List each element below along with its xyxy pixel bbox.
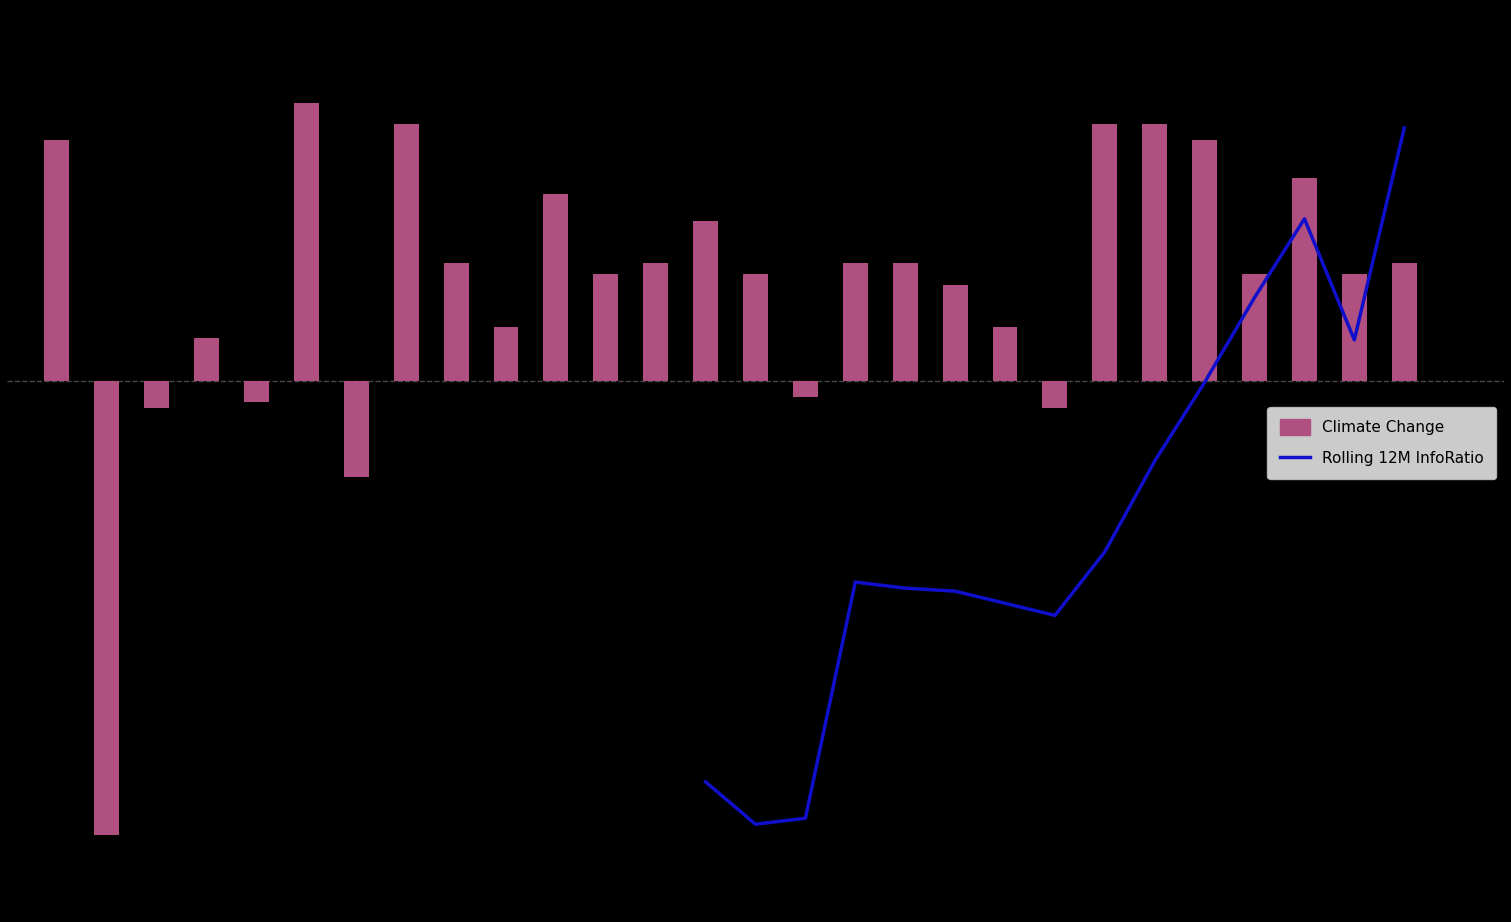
Bar xyxy=(644,264,668,381)
Bar xyxy=(295,103,319,381)
Bar xyxy=(94,381,119,835)
Bar xyxy=(1192,140,1216,381)
Bar xyxy=(943,285,967,381)
Bar xyxy=(44,140,70,381)
Bar xyxy=(1043,381,1067,408)
Bar xyxy=(1092,124,1117,381)
Bar xyxy=(694,220,718,381)
Bar xyxy=(193,338,219,381)
Bar xyxy=(1242,274,1268,381)
Bar xyxy=(394,124,419,381)
Bar xyxy=(743,274,768,381)
Bar xyxy=(1142,124,1166,381)
Bar xyxy=(544,194,568,381)
Bar xyxy=(993,327,1017,381)
Bar xyxy=(1392,264,1417,381)
Bar xyxy=(345,381,369,477)
Bar xyxy=(444,264,468,381)
Bar xyxy=(1292,178,1318,381)
Bar xyxy=(1342,274,1367,381)
Bar xyxy=(893,264,917,381)
Bar xyxy=(843,264,867,381)
Bar xyxy=(793,381,817,396)
Bar xyxy=(494,327,518,381)
Bar xyxy=(243,381,269,402)
Bar xyxy=(144,381,169,408)
Bar xyxy=(594,274,618,381)
Legend: Climate Change, Rolling 12M InfoRatio: Climate Change, Rolling 12M InfoRatio xyxy=(1268,407,1496,479)
